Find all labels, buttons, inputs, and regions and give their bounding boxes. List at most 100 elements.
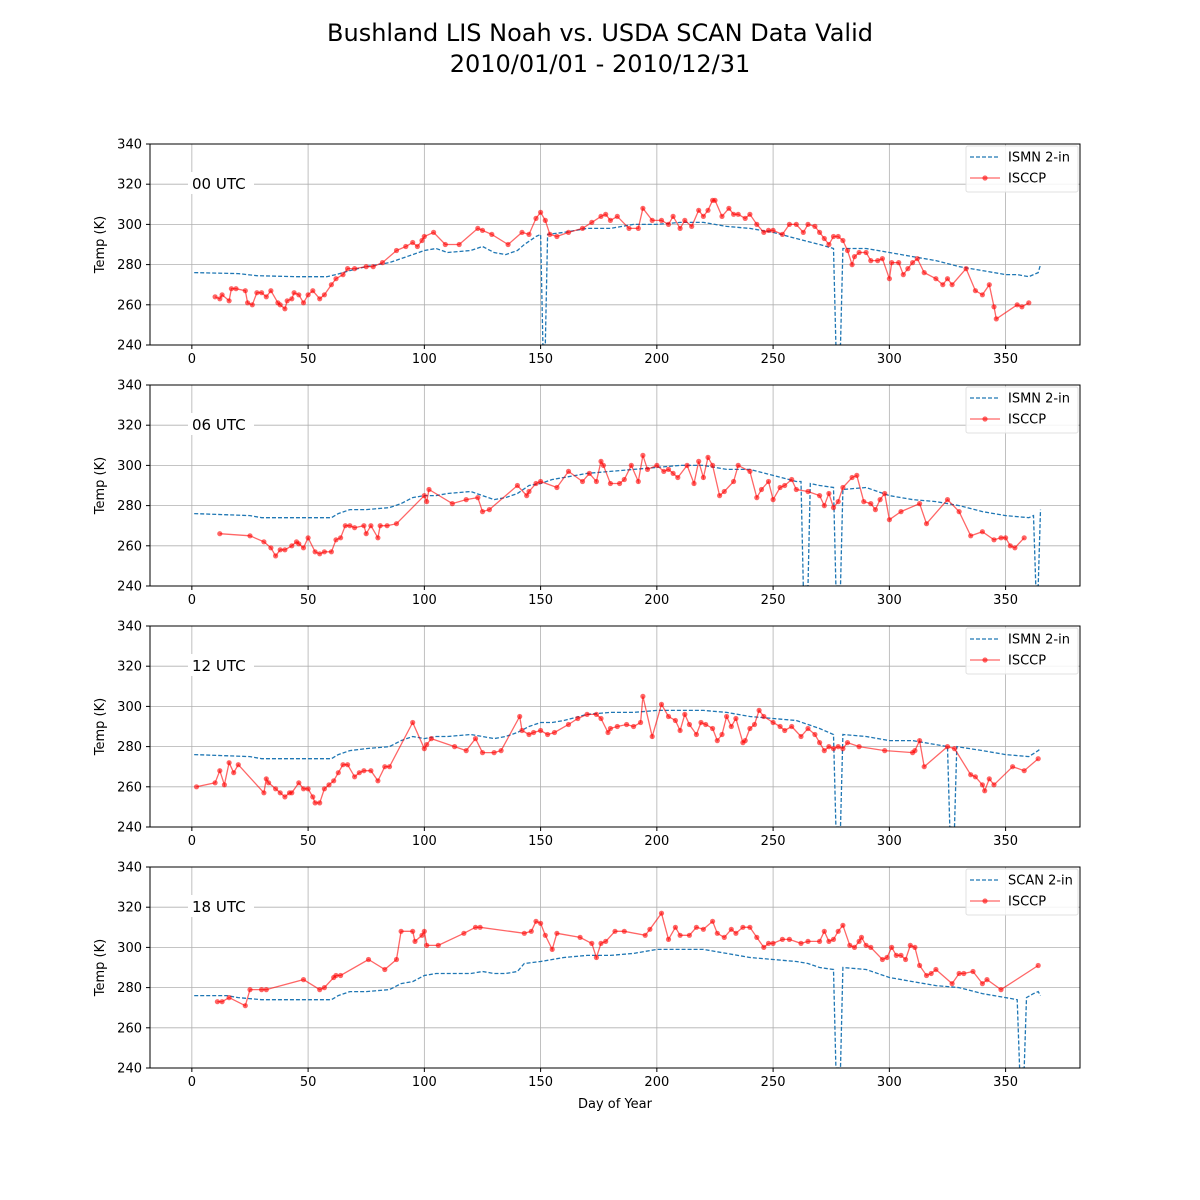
obs-point xyxy=(231,770,237,776)
obs-point xyxy=(245,300,251,306)
obs-point xyxy=(605,729,611,736)
obs-point xyxy=(219,292,225,298)
obs-point xyxy=(944,276,951,282)
obs-point xyxy=(382,764,388,770)
obs-point xyxy=(549,946,555,953)
obs-point xyxy=(331,778,337,784)
obs-point xyxy=(526,488,532,495)
obs-point xyxy=(868,258,874,264)
obs-point xyxy=(993,316,999,322)
obs-point xyxy=(479,509,486,515)
x-tick-label: 150 xyxy=(528,593,553,608)
obs-point xyxy=(765,478,772,485)
obs-point xyxy=(970,968,976,975)
y-tick-label: 280 xyxy=(117,981,142,996)
obs-point xyxy=(747,924,753,930)
y-tick-label: 300 xyxy=(117,941,142,956)
obs-point xyxy=(933,276,939,282)
obs-point xyxy=(517,713,523,720)
obs-point xyxy=(635,478,641,485)
obs-point xyxy=(917,962,923,969)
obs-point xyxy=(956,509,962,515)
obs-point xyxy=(631,723,637,730)
obs-point xyxy=(598,213,604,219)
obs-point xyxy=(777,484,783,491)
obs-point xyxy=(658,217,665,223)
obs-point xyxy=(393,521,400,527)
y-tick-label: 280 xyxy=(117,740,142,755)
y-tick-label: 240 xyxy=(117,339,142,354)
obs-point xyxy=(649,217,655,223)
obs-point xyxy=(849,262,855,268)
obs-point xyxy=(424,742,430,748)
obs-point xyxy=(770,497,776,503)
obs-point xyxy=(665,466,672,472)
obs-point xyxy=(747,725,753,732)
obs-point xyxy=(589,940,595,947)
obs-point xyxy=(777,723,783,730)
obs-point xyxy=(363,264,369,270)
obs-point xyxy=(521,930,527,936)
obs-point xyxy=(261,539,267,545)
obs-point xyxy=(879,256,886,262)
obs-point xyxy=(672,924,679,930)
obs-point xyxy=(840,484,846,491)
obs-point xyxy=(754,934,760,941)
obs-point xyxy=(291,290,297,296)
axes-frame xyxy=(149,143,1081,346)
obs-point xyxy=(1012,545,1018,551)
obs-point xyxy=(219,999,225,1005)
obs-point xyxy=(693,731,700,738)
obs-point xyxy=(917,501,923,507)
y-tick-label: 260 xyxy=(117,1021,142,1036)
x-tick-label: 300 xyxy=(877,593,902,608)
obs-point xyxy=(424,942,430,949)
obs-point xyxy=(770,719,776,726)
obs-point xyxy=(640,693,646,700)
obs-point xyxy=(882,748,888,754)
obs-point xyxy=(375,778,381,784)
obs-point xyxy=(524,493,530,499)
obs-point xyxy=(352,525,358,531)
obs-point xyxy=(740,924,746,930)
panel-label: 00 UTC xyxy=(192,175,246,193)
obs-point xyxy=(686,721,693,728)
obs-point xyxy=(705,207,711,213)
obs-point xyxy=(835,233,841,240)
y-tick-label: 340 xyxy=(117,861,142,876)
obs-point xyxy=(907,942,913,949)
obs-point xyxy=(577,934,583,941)
obs-point xyxy=(479,750,486,756)
x-tick-label: 150 xyxy=(528,1075,553,1090)
obs-point xyxy=(968,533,974,539)
obs-point xyxy=(672,717,679,724)
series-line-model xyxy=(194,464,1042,586)
x-tick-label: 150 xyxy=(528,352,553,367)
obs-point xyxy=(226,995,232,1001)
obs-point xyxy=(665,713,672,720)
obs-point xyxy=(972,774,979,780)
obs-point xyxy=(393,247,400,254)
obs-point xyxy=(949,282,955,288)
obs-point xyxy=(847,942,853,949)
y-tick-label: 320 xyxy=(117,178,142,193)
obs-point xyxy=(972,288,979,294)
obs-point xyxy=(221,782,227,788)
obs-point xyxy=(658,701,665,708)
obs-point xyxy=(328,549,334,555)
obs-point xyxy=(289,296,295,302)
obs-point xyxy=(647,926,653,932)
obs-point xyxy=(921,270,927,276)
obs-point xyxy=(798,733,804,740)
obs-point xyxy=(875,258,881,264)
panel-4: 0 50 100 150 200 250 300 350 240 260 280 300 320 340 T… xyxy=(93,861,1081,1112)
legend: ISMN 2-in ISCCP xyxy=(965,386,1079,434)
obs-point xyxy=(212,780,218,786)
obs-point xyxy=(830,936,837,943)
obs-point xyxy=(617,480,623,487)
obs-point xyxy=(356,770,362,776)
obs-point xyxy=(912,748,918,754)
obs-point xyxy=(361,523,367,529)
x-tick-label: 300 xyxy=(877,352,902,367)
obs-point xyxy=(826,938,832,945)
